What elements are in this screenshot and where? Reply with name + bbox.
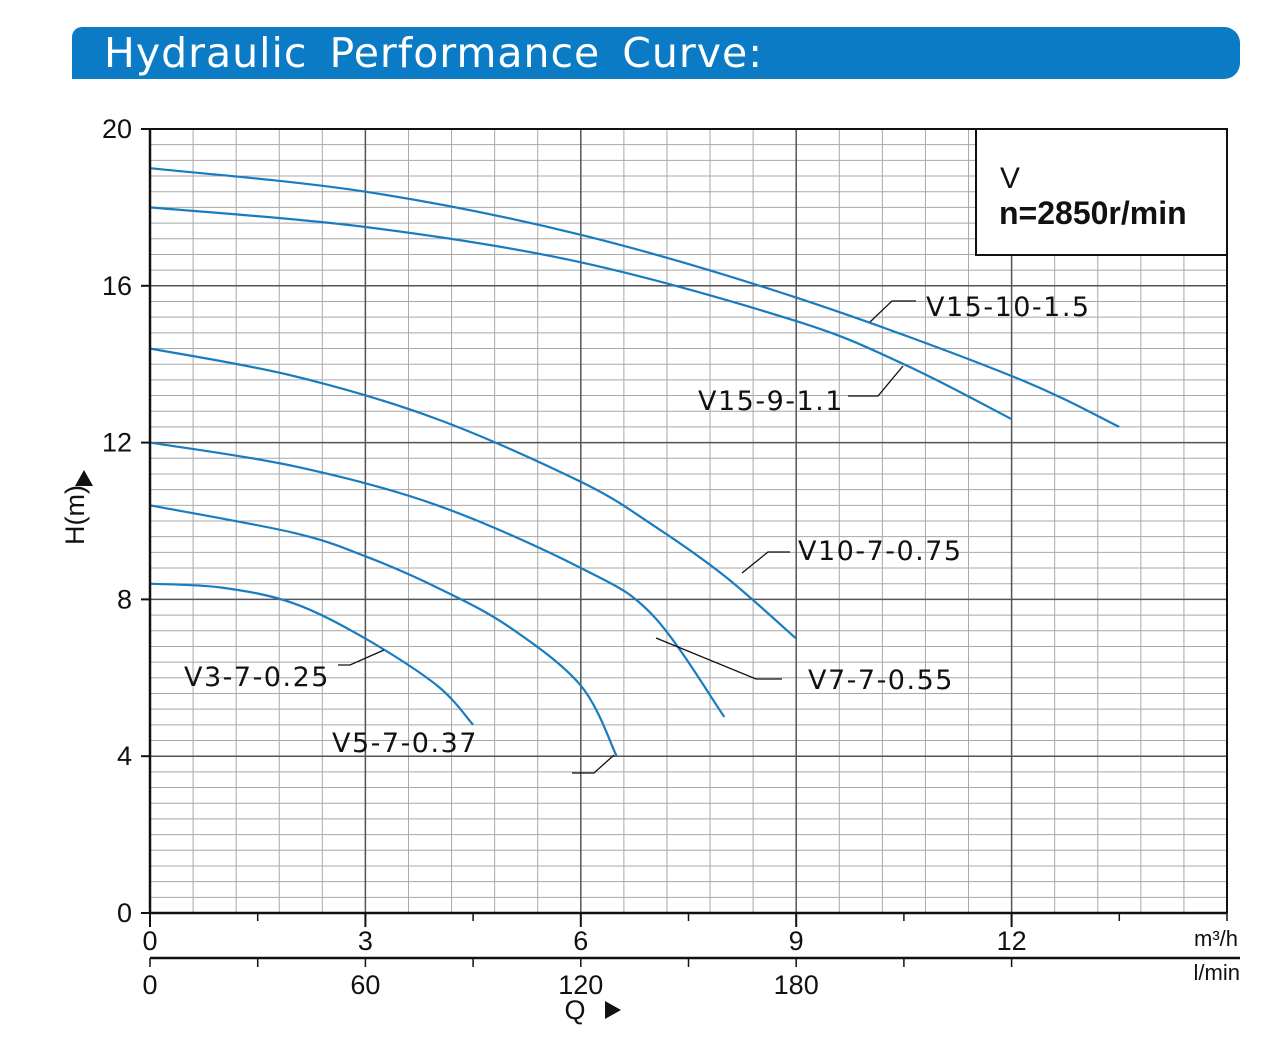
x-tick-label: 3 xyxy=(358,926,373,956)
x2-tick-label: 0 xyxy=(142,970,157,1000)
curve-label: V15-9-1.1 xyxy=(698,386,844,417)
info-box-frame xyxy=(975,128,1228,256)
x2-tick-label: 120 xyxy=(558,970,603,1000)
curve-label: V7-7-0.55 xyxy=(808,665,954,696)
y-tick-label: 20 xyxy=(102,114,132,144)
x-tick-label: 12 xyxy=(997,926,1027,956)
curve-label: V3-7-0.25 xyxy=(184,662,330,693)
x-tick-label: 9 xyxy=(789,926,804,956)
curve-v3-7-0_25 xyxy=(149,582,474,726)
curve-v15-9-1_1 xyxy=(149,206,1013,421)
x-axis-title: Q xyxy=(564,995,585,1025)
curve-label: V15-10-1.5 xyxy=(926,292,1091,323)
grid-minor xyxy=(150,129,1227,913)
title-banner: Hydraulic Performance Curve: xyxy=(72,27,1240,79)
leader-line xyxy=(869,300,916,323)
x-unit-top: m³/h xyxy=(1194,926,1238,951)
leader-line xyxy=(572,754,615,774)
y-tick-label: 12 xyxy=(102,428,132,458)
y-axis-title: H(m) xyxy=(60,485,90,545)
leader-lines xyxy=(338,300,916,774)
x-tick-label: 6 xyxy=(573,926,588,956)
y-tick-label: 0 xyxy=(117,898,132,928)
curve-v7-7-0_55 xyxy=(149,441,726,718)
curve-label: V5-7-0.37 xyxy=(332,728,478,759)
info-model: V xyxy=(1000,162,1020,195)
leader-line xyxy=(655,637,782,680)
curve-v15-10-1_5 xyxy=(149,167,1120,428)
axes: 0 4 8 12 16 20 H(m) 0 3 6 9 12 m³/h 0 60 120 180 l/min Q xyxy=(60,114,1240,1025)
y-tick-label: 4 xyxy=(117,741,132,771)
page-title: Hydraulic Performance Curve: xyxy=(104,29,764,77)
y-tick-label: 8 xyxy=(117,584,132,614)
leader-line xyxy=(338,649,385,666)
curve-v10-7-0_75 xyxy=(149,347,797,640)
grid-major xyxy=(150,129,1227,913)
leader-line xyxy=(741,551,790,574)
curves xyxy=(149,167,1120,757)
x2-tick-label: 180 xyxy=(774,970,819,1000)
x-arrow-icon xyxy=(605,1001,621,1019)
x-unit-bottom: l/min xyxy=(1194,960,1240,985)
x-tick-label: 0 xyxy=(142,926,157,956)
y-arrow-icon xyxy=(75,470,93,486)
info-speed: n=2850r/min xyxy=(999,195,1187,231)
y-tick-label: 16 xyxy=(102,271,132,301)
x2-tick-label: 60 xyxy=(350,970,380,1000)
curve-v5-7-0_37 xyxy=(149,504,618,757)
info-box: V n=2850r/min xyxy=(975,128,1228,256)
leader-line xyxy=(848,365,904,397)
curve-label: V10-7-0.75 xyxy=(798,536,963,567)
curve-labels: V15-10-1.5 V15-9-1.1 V10-7-0.75 V7-7-0.55 V5… xyxy=(184,292,1091,759)
